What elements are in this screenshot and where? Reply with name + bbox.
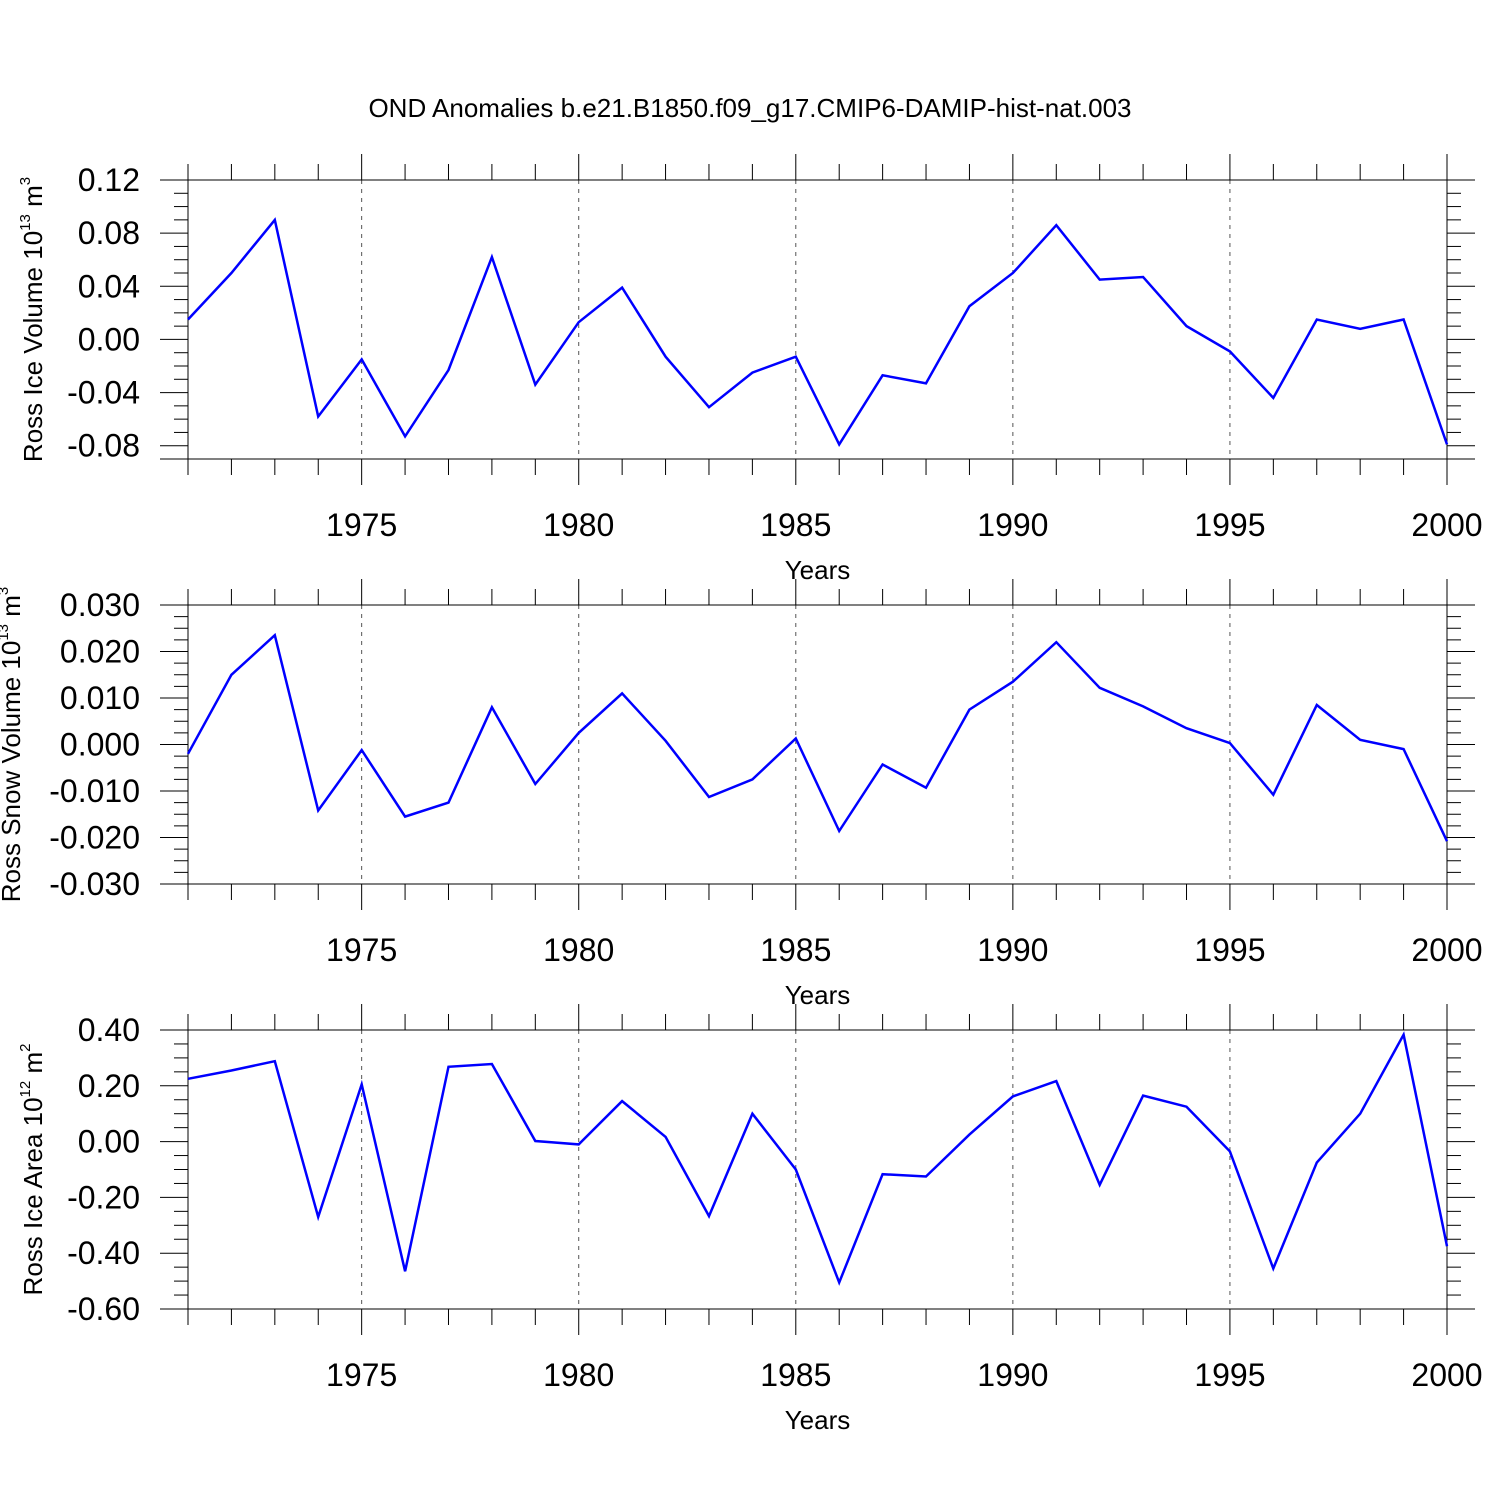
y-tick-label: 0.010: [60, 680, 140, 716]
series-line: [187, 217, 1449, 447]
y-tick-label: 0.08: [78, 215, 140, 251]
y-tick-label: 0.40: [78, 1012, 140, 1048]
y-tick-label: -0.20: [67, 1179, 140, 1215]
x-tick-label: 1995: [1194, 507, 1265, 543]
x-tick-label: 1985: [760, 507, 831, 543]
y-tick-label: -0.030: [49, 866, 140, 902]
x-tick-label: 2000: [1411, 507, 1482, 543]
x-axis-label: Years: [785, 980, 851, 1010]
y-axis-label: Ross Ice Area 1012 m2: [17, 1044, 48, 1296]
x-axis-label: Years: [785, 555, 851, 585]
y-tick-label: 0.20: [78, 1068, 140, 1104]
x-tick-label: 1995: [1194, 1357, 1265, 1393]
series-line: [187, 1031, 1449, 1286]
x-tick-label: 1990: [977, 1357, 1048, 1393]
x-tick-label: 1985: [760, 1357, 831, 1393]
x-axis-label: Years: [785, 1405, 851, 1435]
y-tick-label: 0.12: [78, 162, 140, 198]
x-tick-label: 1975: [326, 1357, 397, 1393]
panel-ice-area: Years Ross Ice Area 1012 m2 1975 1980 1985…: [17, 1004, 1483, 1435]
y-tick-label: -0.010: [49, 773, 140, 809]
y-tick-label: 0.00: [78, 1124, 140, 1160]
x-tick-label: 1975: [326, 507, 397, 543]
y-axis-label: Ross Snow Volume 1013 m3: [0, 587, 26, 903]
panel-snow-volume: Years Ross Snow Volume 1013 m3 1975 1980 1…: [0, 579, 1483, 1010]
x-tick-label: 1980: [543, 1357, 614, 1393]
y-tick-label: -0.04: [67, 375, 140, 411]
x-tick-label: 1980: [543, 507, 614, 543]
y-tick-label: 0.00: [78, 321, 140, 357]
y-tick-label: 0.020: [60, 634, 140, 670]
y-tick-label: -0.020: [49, 820, 140, 856]
y-tick-label: 0.04: [78, 268, 140, 304]
y-tick-label: -0.60: [67, 1291, 140, 1327]
y-tick-label: 0.000: [60, 727, 140, 763]
x-tick-label: 2000: [1411, 1357, 1482, 1393]
x-tick-label: 1990: [977, 507, 1048, 543]
chart-title: OND Anomalies b.e21.B1850.f09_g17.CMIP6-…: [368, 93, 1131, 123]
x-tick-label: 1990: [977, 932, 1048, 968]
x-tick-label: 1980: [543, 932, 614, 968]
y-tick-label: -0.08: [67, 428, 140, 464]
y-axis-label: Ross Ice Volume 1013 m3: [17, 177, 48, 462]
x-tick-label: 1975: [326, 932, 397, 968]
x-tick-label: 1985: [760, 932, 831, 968]
x-tick-label: 1995: [1194, 932, 1265, 968]
y-tick-label: -0.40: [67, 1235, 140, 1271]
x-tick-label: 2000: [1411, 932, 1482, 968]
series-line: [186, 632, 1449, 842]
panel-ice-volume: Years Ross Ice Volume 1013 m3 1975 1980 19…: [17, 154, 1483, 585]
y-tick-label: 0.030: [60, 587, 140, 623]
